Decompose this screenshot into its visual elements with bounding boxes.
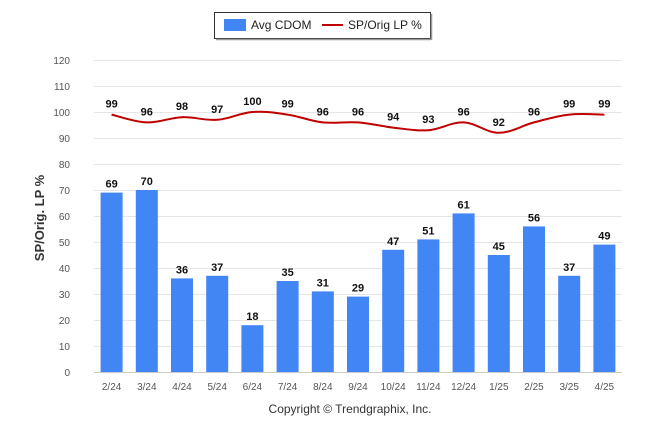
bar — [241, 325, 264, 372]
x-tick-label: 9/24 — [348, 382, 368, 393]
bar — [452, 213, 475, 372]
y-tick-label: 120 — [53, 56, 70, 67]
line-value-label: 96 — [317, 106, 329, 118]
bar-value-label: 35 — [281, 267, 293, 279]
x-tick-label: 3/24 — [137, 382, 157, 393]
x-tick-label: 2/25 — [524, 382, 544, 393]
x-tick-label: 4/25 — [595, 382, 615, 393]
x-tick-label: 4/24 — [172, 382, 192, 393]
line-value-label: 96 — [528, 106, 540, 118]
bar-value-label: 70 — [141, 176, 153, 188]
bar-value-label: 61 — [457, 199, 469, 211]
y-tick-label: 70 — [59, 186, 71, 197]
y-tick-label: 30 — [59, 290, 71, 301]
line-value-label: 94 — [387, 112, 400, 124]
line-value-label: 99 — [563, 99, 575, 111]
legend-label-bar: Avg CDOM — [251, 18, 311, 32]
bar — [171, 278, 193, 372]
y-tick-label: 60 — [59, 212, 71, 223]
line-value-label: 99 — [281, 99, 293, 111]
bar — [311, 291, 334, 372]
bar — [593, 244, 616, 372]
line-value-label: 100 — [243, 96, 261, 108]
y-axis-ticks: 0 10 20 30 40 50 60 70 80 90 100 110 120 — [53, 56, 70, 379]
series-line — [111, 110, 605, 134]
bar-value-label: 47 — [387, 236, 399, 248]
bar — [417, 239, 440, 372]
bar-value-label: 69 — [105, 179, 117, 191]
y-tick-label: 100 — [53, 108, 70, 119]
x-tick-label: 8/24 — [313, 382, 333, 393]
bar — [276, 281, 299, 372]
x-tick-label: 6/24 — [243, 382, 263, 393]
line-value-label: 98 — [176, 101, 188, 113]
line-data-labels: 99 96 98 97 100 99 96 96 94 93 96 92 96 99 99 — [105, 96, 610, 129]
line-value-label: 92 — [493, 117, 505, 129]
bar-value-label: 31 — [317, 277, 329, 289]
y-tick-label: 80 — [59, 160, 71, 171]
bar — [135, 190, 158, 372]
x-tick-label: 11/24 — [416, 382, 441, 393]
line-value-label: 96 — [457, 106, 469, 118]
bar — [558, 275, 581, 372]
bar-value-label: 37 — [563, 262, 575, 274]
bar-value-label: 49 — [598, 231, 610, 243]
y-tick-label: 20 — [59, 316, 71, 327]
line-value-label: 99 — [105, 99, 117, 111]
line-value-label: 99 — [598, 99, 610, 111]
x-tick-label: 10/24 — [381, 382, 406, 393]
legend-label-line: SP/Orig LP % — [348, 18, 422, 32]
line-series — [111, 110, 605, 134]
x-tick-label: 3/25 — [559, 382, 579, 393]
y-tick-label: 40 — [59, 264, 71, 275]
bar — [347, 296, 369, 372]
bar-value-label: 36 — [176, 264, 188, 276]
x-axis-ticks: 2/24 3/24 4/24 5/24 6/24 7/24 8/24 9/24 10/24 11/… — [102, 382, 615, 393]
x-tick-label: 1/25 — [489, 382, 509, 393]
legend: Avg CDOM SP/Orig LP % — [214, 12, 433, 41]
x-tick-label: 5/24 — [207, 382, 227, 393]
bar-value-label: 45 — [493, 241, 505, 253]
bar-value-label: 56 — [528, 212, 540, 224]
bar-data-labels: 69 70 36 37 18 35 31 29 47 51 61 45 56 37 49 — [105, 176, 610, 323]
y-axis-title: SP/Orig. LP % — [32, 174, 47, 261]
y-tick-label: 50 — [59, 238, 71, 249]
line-value-label: 93 — [422, 114, 434, 126]
bar-value-label: 29 — [352, 283, 364, 295]
line-value-label: 96 — [352, 106, 364, 118]
x-tick-label: 12/24 — [451, 382, 476, 393]
bar — [100, 192, 123, 372]
x-tick-label: 2/24 — [102, 382, 122, 393]
y-tick-label: 10 — [59, 342, 71, 353]
bar — [487, 255, 510, 372]
legend-swatch-bar — [224, 19, 246, 31]
y-tick-label: 90 — [59, 134, 71, 145]
bar — [382, 249, 405, 372]
bar-value-label: 18 — [246, 311, 258, 323]
y-tick-label: 0 — [64, 368, 70, 379]
x-tick-label: 7/24 — [278, 382, 298, 393]
bar — [206, 275, 229, 372]
copyright-footer: Copyright © Trendgraphix, Inc. — [269, 402, 432, 416]
bar-value-label: 51 — [422, 225, 434, 237]
bar-value-label: 37 — [211, 262, 223, 274]
y-tick-label: 110 — [54, 82, 70, 93]
line-value-label: 96 — [141, 106, 153, 118]
line-value-label: 97 — [211, 104, 223, 116]
bar-series — [100, 190, 616, 372]
bar — [523, 226, 545, 372]
